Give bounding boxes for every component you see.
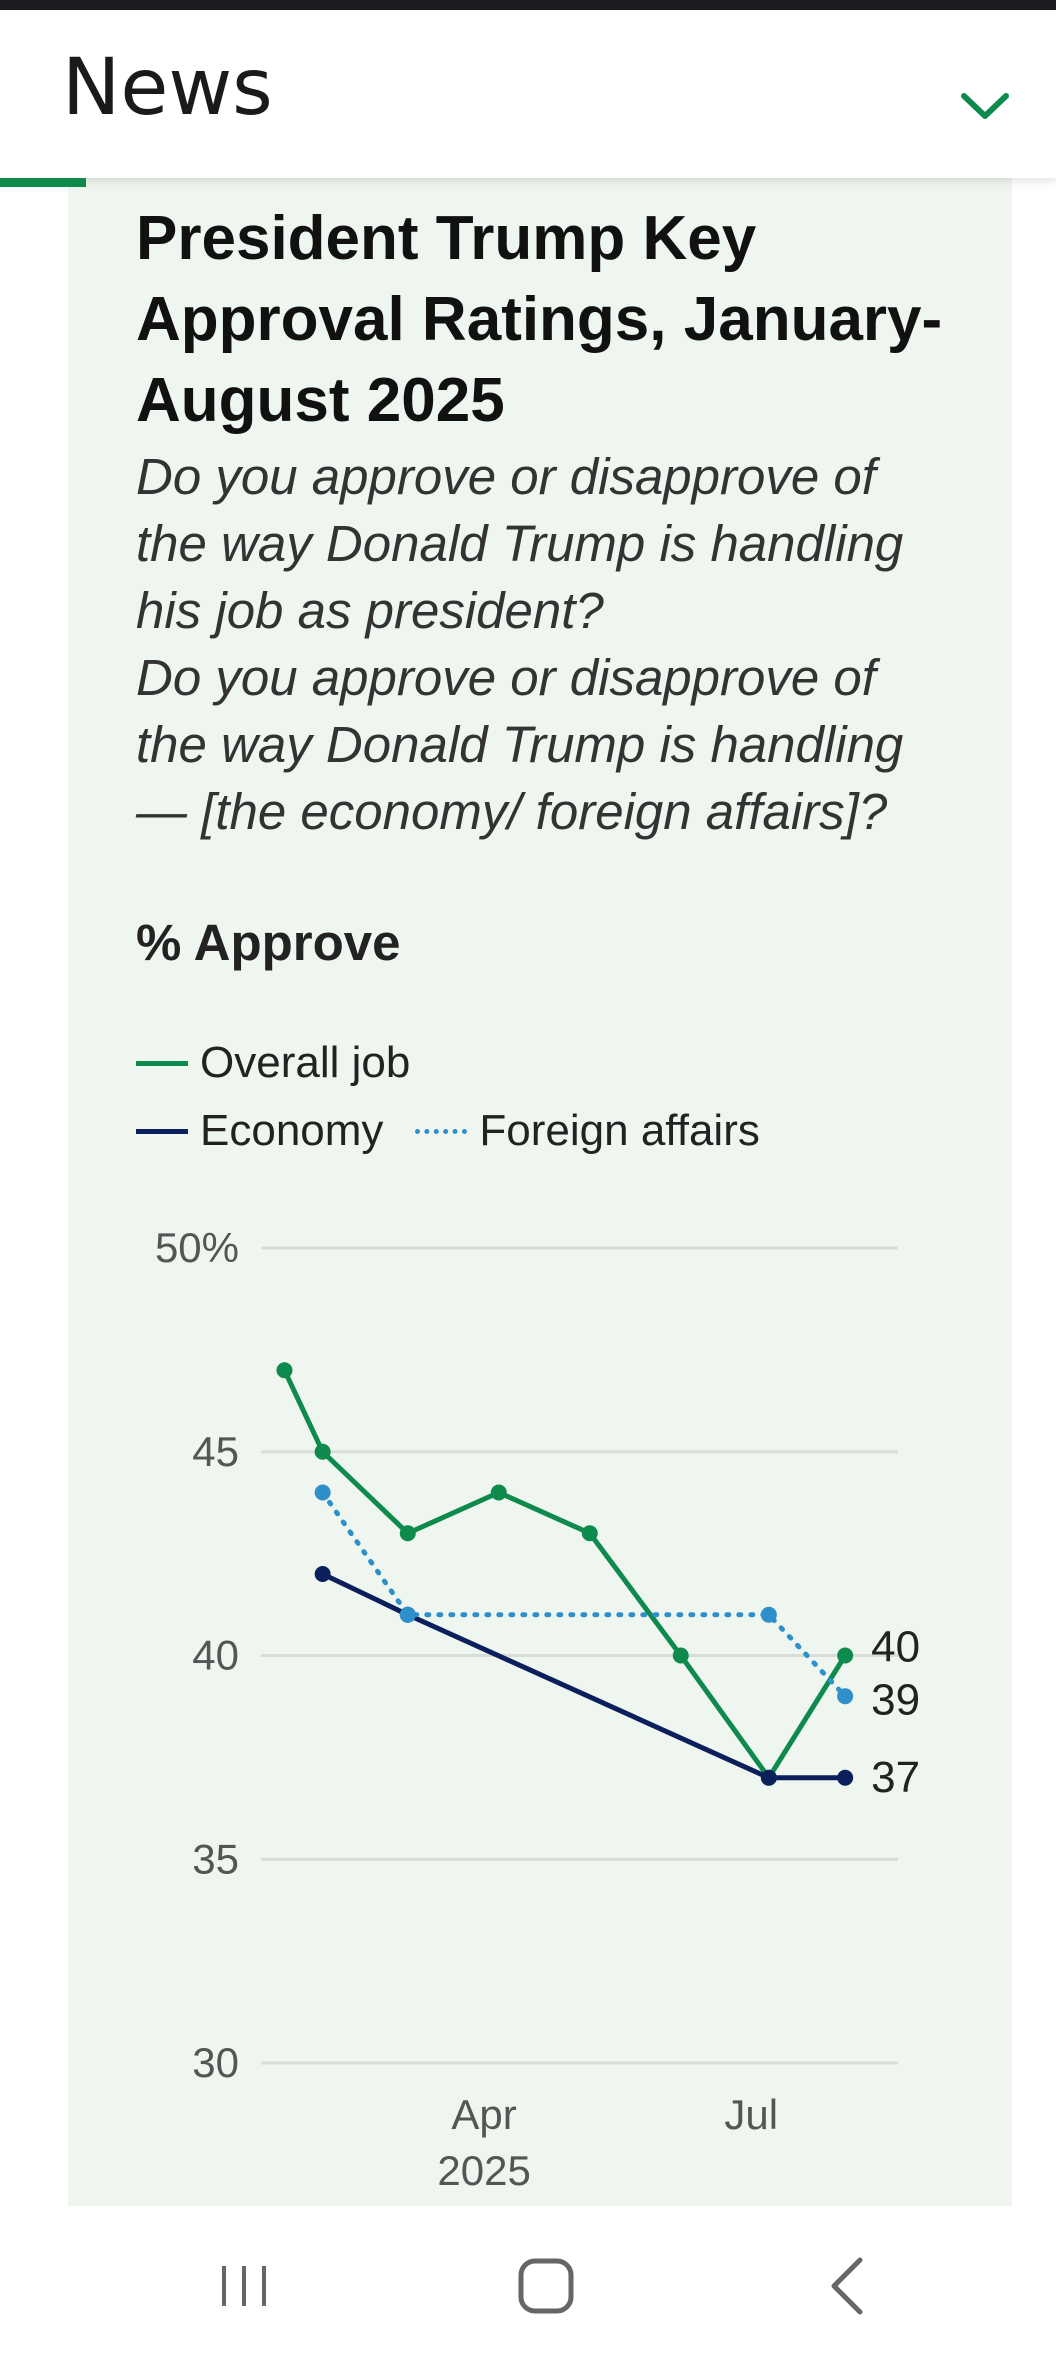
chart-subtitle: Do you approve or disapprove of the way … (136, 443, 956, 845)
y-tick-label: 45 (192, 1428, 239, 1475)
y-tick-label: 30 (192, 2039, 239, 2086)
data-point-foreign-affairs (399, 1606, 416, 1623)
legend-row-2: Economy Foreign affairs (136, 1106, 792, 1156)
series-line-foreign-affairs (320, 1490, 848, 1699)
end-label-economy: 37 (871, 1753, 920, 1802)
legend-row-1: Overall job (136, 1038, 442, 1088)
back-icon[interactable] (810, 2246, 890, 2326)
y-tick-label: 50% (155, 1224, 239, 1271)
x-tick-sublabel: 2025 (437, 2147, 530, 2194)
data-point-overall-job (276, 1362, 293, 1379)
legend-label-overall: Overall job (200, 1038, 411, 1087)
progress-indicator (0, 178, 86, 187)
data-point-economy (314, 1566, 331, 1582)
data-point-overall-job (581, 1525, 598, 1542)
app-header: News (0, 10, 1056, 178)
recents-icon[interactable] (204, 2246, 284, 2326)
legend-swatch-foreign (415, 1128, 468, 1134)
legend-item-overall: Overall job (136, 1038, 410, 1088)
legend-item-foreign: Foreign affairs (415, 1106, 760, 1156)
chevron-down-icon[interactable] (950, 70, 1020, 140)
series-line-overall-job (281, 1367, 848, 1781)
system-nav-bar (0, 2206, 1056, 2370)
end-label-foreign-affairs: 39 (871, 1675, 920, 1724)
data-point-foreign-affairs (760, 1606, 777, 1623)
y-tick-label: 40 (192, 1632, 239, 1679)
data-point-economy (760, 1769, 777, 1786)
data-point-overall-job (399, 1525, 416, 1542)
data-point-overall-job (837, 1647, 854, 1664)
y-tick-label: 35 (192, 1835, 239, 1882)
subtitle-question-1: Do you approve or disapprove of the way … (136, 448, 904, 639)
data-point-economy (837, 1769, 854, 1786)
status-bar (0, 0, 1056, 10)
legend-label-foreign: Foreign affairs (479, 1106, 760, 1155)
data-point-overall-job (490, 1484, 507, 1501)
end-label-overall-job: 40 (871, 1623, 920, 1672)
chart-measure: % Approve (136, 914, 401, 971)
chart-card: President Trump Key Approval Ratings, Ja… (68, 178, 1012, 2206)
subtitle-question-2: Do you approve or disapprove of the way … (136, 649, 904, 840)
legend-label-economy: Economy (200, 1106, 384, 1155)
legend-swatch-overall (136, 1060, 188, 1066)
chart-title: President Trump Key Approval Ratings, Ja… (136, 204, 943, 435)
data-point-foreign-affairs (314, 1484, 331, 1501)
data-point-foreign-affairs (837, 1688, 854, 1705)
x-tick-label: Apr (451, 2091, 516, 2138)
x-tick-label: Jul (724, 2091, 778, 2138)
series-line-economy (320, 1571, 848, 1781)
home-icon[interactable] (506, 2246, 586, 2326)
line-chart: 30 35 40 45 50% Apr 2025 Jul 40 37 39 (155, 1224, 920, 2194)
data-point-overall-job (672, 1647, 689, 1664)
legend-swatch-economy (136, 1128, 188, 1134)
data-point-overall-job (314, 1443, 331, 1460)
page-title: News (62, 43, 273, 133)
legend-item-economy: Economy (136, 1106, 383, 1156)
